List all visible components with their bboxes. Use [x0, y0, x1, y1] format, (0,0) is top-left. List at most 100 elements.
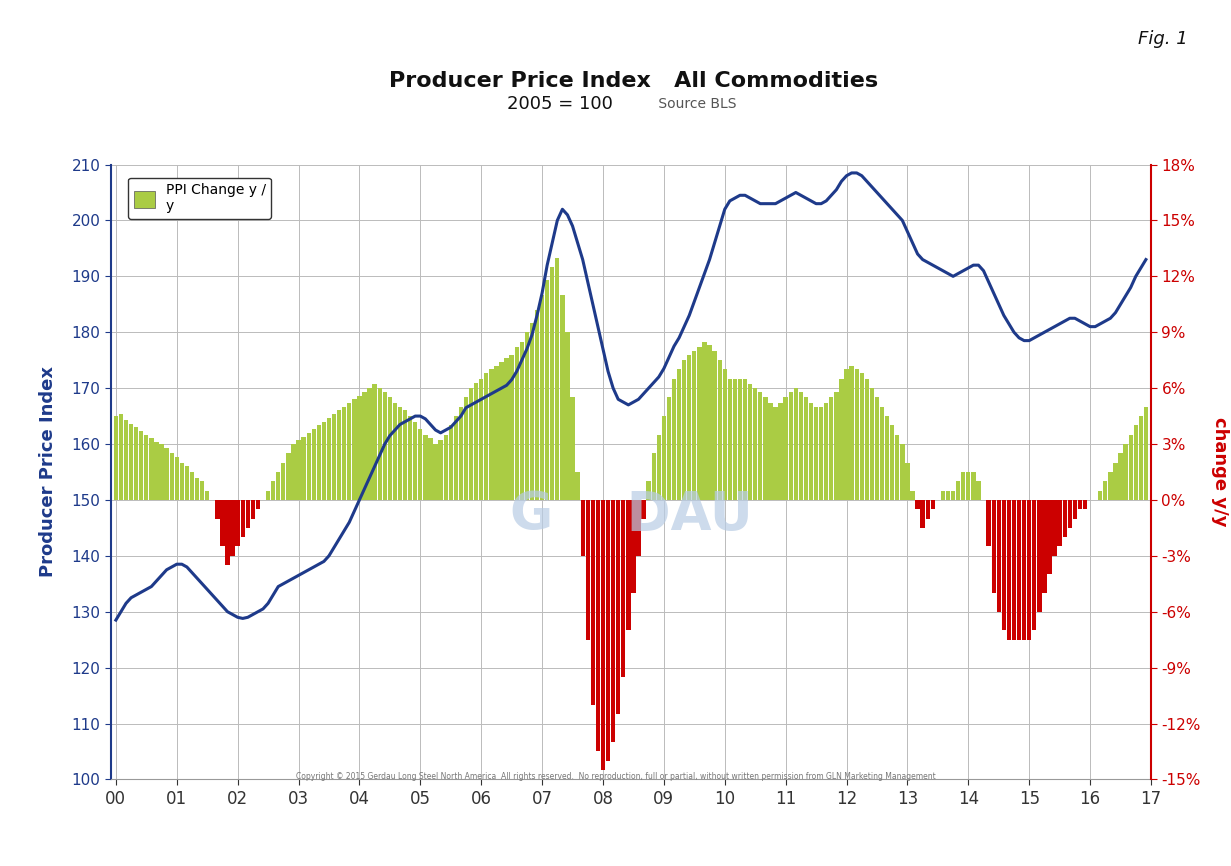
- Bar: [900, 444, 905, 500]
- Bar: [500, 362, 503, 500]
- Bar: [880, 407, 884, 500]
- Bar: [124, 420, 128, 500]
- Bar: [433, 444, 438, 500]
- Bar: [403, 410, 407, 500]
- Bar: [911, 491, 915, 500]
- Bar: [783, 397, 788, 500]
- Bar: [555, 258, 559, 500]
- Bar: [1083, 500, 1087, 509]
- Bar: [697, 347, 702, 500]
- Bar: [895, 435, 900, 500]
- Bar: [728, 378, 732, 500]
- Bar: [976, 481, 981, 500]
- Bar: [708, 346, 712, 500]
- Bar: [423, 435, 427, 500]
- Bar: [687, 354, 692, 500]
- Bar: [545, 280, 549, 500]
- Bar: [287, 453, 291, 500]
- Bar: [199, 481, 204, 500]
- Bar: [809, 403, 814, 500]
- Bar: [1113, 462, 1118, 500]
- Bar: [1032, 500, 1037, 630]
- Bar: [581, 500, 585, 556]
- Bar: [271, 481, 276, 500]
- Bar: [885, 416, 889, 500]
- Bar: [870, 388, 874, 500]
- Bar: [190, 472, 194, 500]
- Bar: [534, 310, 539, 500]
- Bar: [703, 341, 707, 500]
- Bar: [1012, 500, 1016, 640]
- Bar: [737, 378, 742, 500]
- Bar: [1139, 416, 1144, 500]
- Bar: [292, 444, 295, 500]
- Bar: [931, 500, 936, 509]
- Bar: [1144, 407, 1149, 500]
- Bar: [971, 472, 975, 500]
- Bar: [479, 378, 484, 500]
- Text: Producer Price Index   All Commodities: Producer Price Index All Commodities: [389, 71, 879, 91]
- Text: Source BLS: Source BLS: [654, 97, 737, 111]
- Bar: [575, 472, 580, 500]
- Bar: [154, 443, 159, 500]
- Bar: [824, 403, 828, 500]
- Bar: [560, 295, 565, 500]
- Bar: [352, 399, 357, 500]
- Bar: [586, 500, 590, 640]
- Bar: [1108, 472, 1113, 500]
- Bar: [240, 500, 245, 537]
- Bar: [662, 416, 666, 500]
- Bar: [515, 347, 519, 500]
- Bar: [550, 267, 554, 500]
- Bar: [388, 397, 391, 500]
- Bar: [945, 491, 950, 500]
- Bar: [220, 500, 224, 546]
- Bar: [362, 391, 367, 500]
- Bar: [1119, 453, 1123, 500]
- Bar: [1017, 500, 1022, 640]
- Bar: [326, 418, 331, 500]
- Bar: [692, 351, 697, 500]
- Bar: [986, 500, 991, 546]
- Bar: [175, 457, 178, 500]
- Bar: [393, 403, 398, 500]
- Bar: [961, 472, 965, 500]
- Bar: [170, 453, 174, 500]
- Text: G    DAU: G DAU: [510, 489, 752, 541]
- Bar: [180, 462, 183, 500]
- Bar: [956, 481, 960, 500]
- Bar: [235, 500, 240, 546]
- Bar: [656, 435, 661, 500]
- Bar: [1043, 500, 1046, 593]
- Bar: [835, 391, 838, 500]
- Bar: [794, 388, 798, 500]
- Bar: [854, 370, 859, 500]
- Bar: [373, 385, 377, 500]
- Bar: [225, 500, 230, 565]
- Bar: [540, 295, 544, 500]
- Bar: [230, 500, 235, 556]
- Bar: [438, 440, 443, 500]
- Bar: [510, 354, 513, 500]
- Bar: [407, 416, 412, 500]
- Bar: [1038, 500, 1041, 611]
- Bar: [804, 397, 808, 500]
- Bar: [129, 423, 133, 500]
- Bar: [713, 351, 716, 500]
- Bar: [916, 500, 920, 509]
- Legend: PPI Change y /
y: PPI Change y / y: [128, 178, 271, 219]
- Bar: [337, 410, 341, 500]
- Bar: [565, 333, 570, 500]
- Bar: [1103, 481, 1108, 500]
- Bar: [641, 500, 646, 519]
- Bar: [763, 397, 767, 500]
- Bar: [149, 438, 154, 500]
- Bar: [1078, 500, 1082, 509]
- Bar: [469, 388, 473, 500]
- Bar: [651, 453, 656, 500]
- Bar: [357, 396, 362, 500]
- Bar: [682, 360, 687, 500]
- Bar: [864, 378, 869, 500]
- Bar: [627, 500, 630, 630]
- Bar: [367, 388, 372, 500]
